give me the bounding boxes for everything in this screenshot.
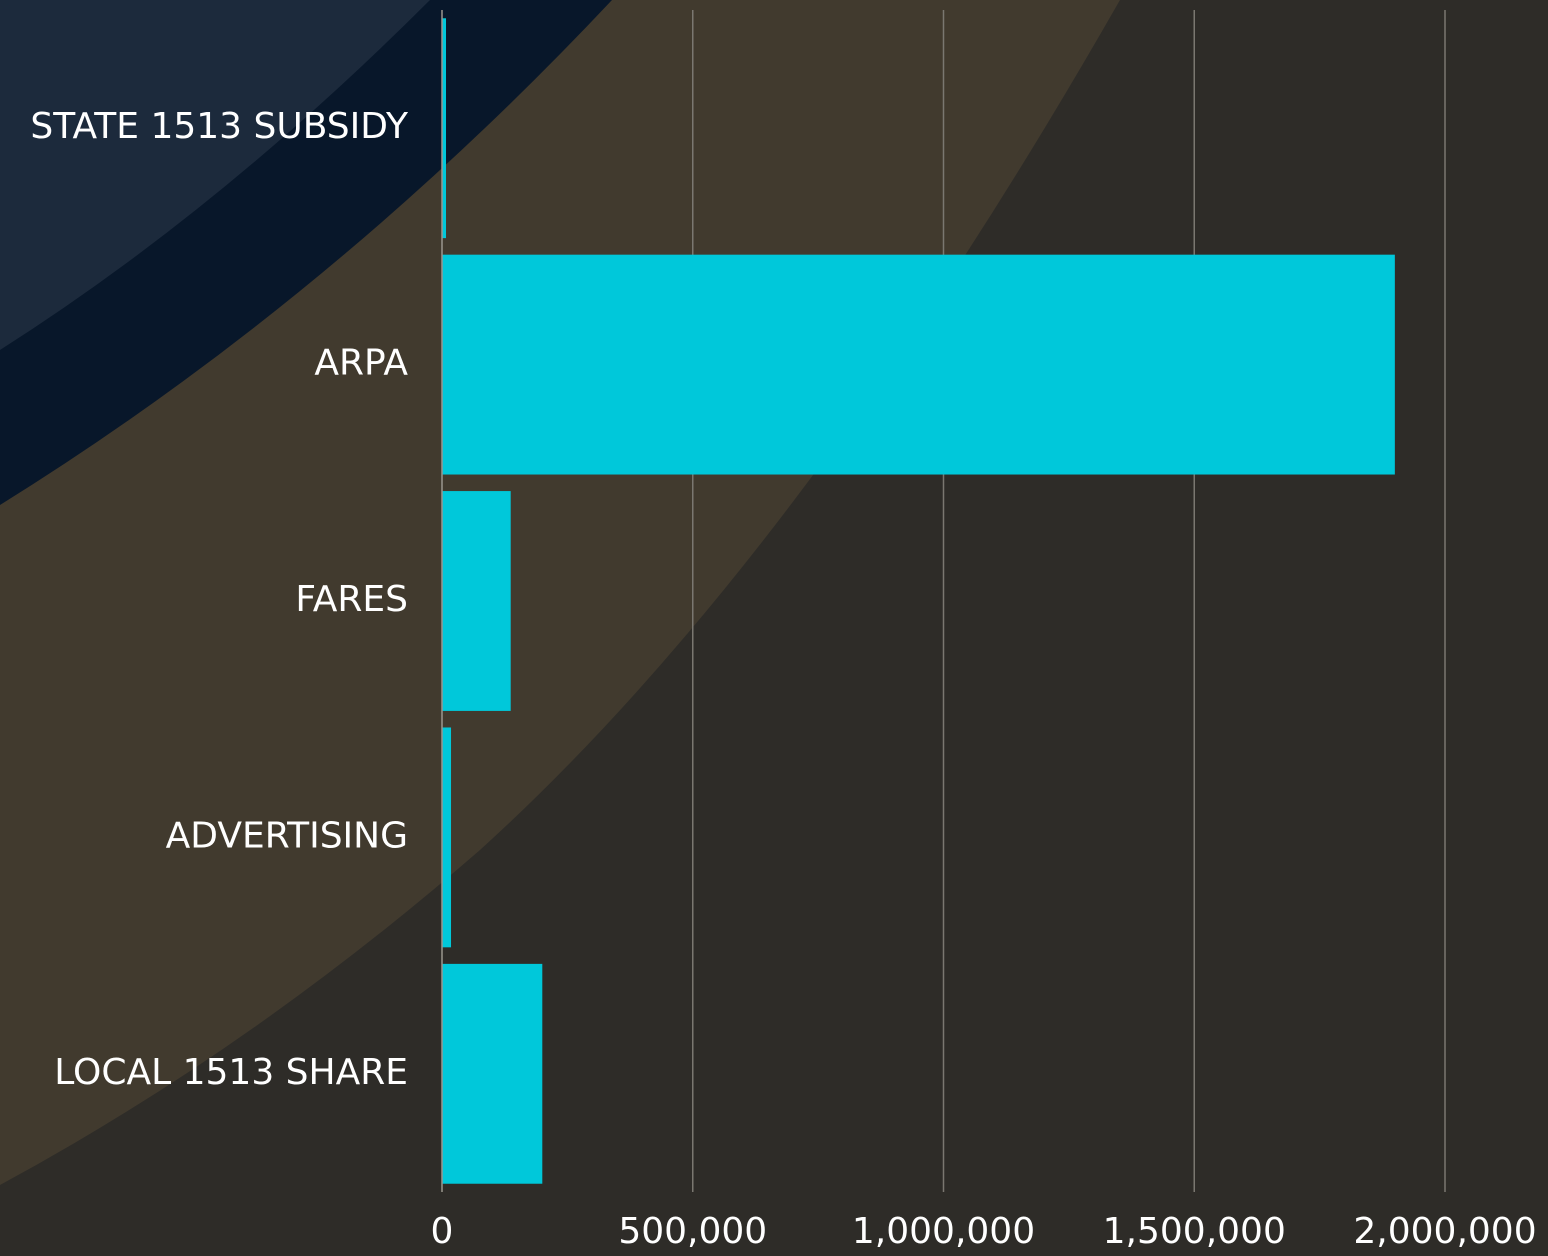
x-tick-label: 1,500,000: [1103, 1211, 1286, 1252]
x-tick-label: 0: [431, 1211, 454, 1252]
background-band: [0, 0, 430, 350]
y-tick-label: FARES: [295, 579, 408, 620]
bar: [442, 963, 543, 1184]
y-tick-label: STATE 1513 SUBSIDY: [30, 106, 409, 147]
bar: [442, 727, 452, 948]
x-tick-label: 500,000: [618, 1211, 767, 1252]
x-tick-label: 2,000,000: [1353, 1211, 1536, 1252]
y-tick-label: ADVERTISING: [166, 815, 408, 856]
y-tick-label: ARPA: [314, 343, 408, 384]
bar: [442, 491, 511, 711]
y-tick-label: LOCAL 1513 SHARE: [54, 1052, 408, 1093]
bar: [442, 254, 1395, 475]
bar: [442, 18, 447, 239]
x-tick-label: 1,000,000: [852, 1211, 1035, 1252]
